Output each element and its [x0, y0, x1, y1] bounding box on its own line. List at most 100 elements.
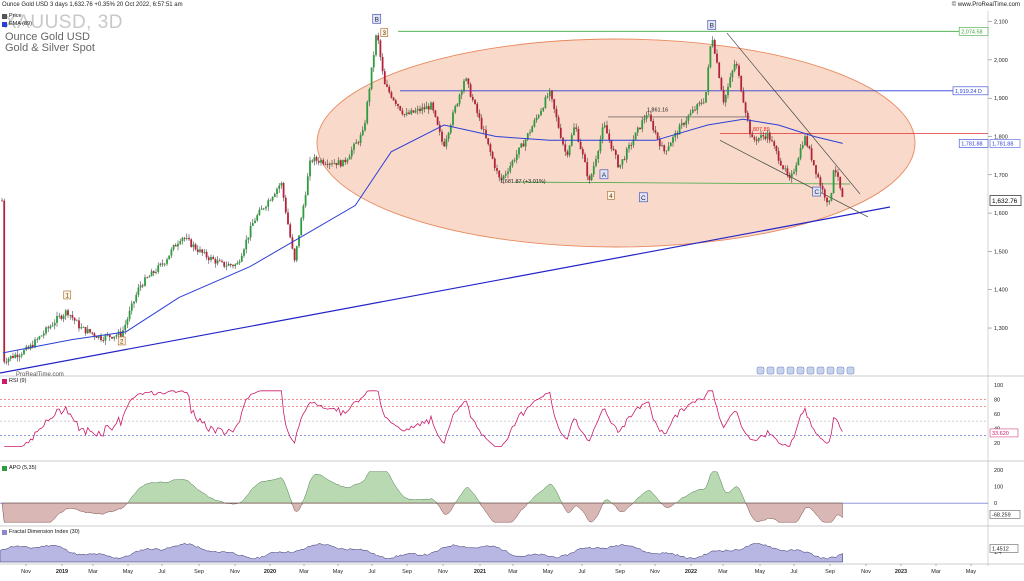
- wave-label-B: B: [375, 16, 379, 23]
- candle-body: [161, 263, 164, 265]
- candle-body: [280, 183, 283, 186]
- apo-pane-label[interactable]: APO (5,35): [2, 465, 37, 471]
- candle-body: [680, 123, 683, 126]
- wave-number-box: [63, 290, 72, 300]
- candle-body: [47, 327, 50, 329]
- price-y-tick-label: 1,500: [994, 249, 1008, 255]
- candle-body: [482, 128, 485, 130]
- candle-body: [339, 160, 342, 167]
- hline-label-box: [958, 27, 989, 36]
- candle-body: [548, 90, 551, 97]
- candle-body: [214, 259, 217, 264]
- candle-body: [559, 127, 562, 138]
- apo-last-box: [989, 510, 1021, 519]
- x-tick-label: Sep: [194, 569, 204, 575]
- candle-body: [700, 102, 703, 104]
- ema-line: [2, 118, 843, 354]
- candle-body: [529, 132, 531, 134]
- candle-body: [320, 160, 322, 163]
- candle-body: [837, 172, 839, 177]
- candle-body: [183, 237, 186, 239]
- candle-body: [311, 160, 314, 162]
- candle-body: [212, 256, 215, 260]
- candle-body: [95, 336, 98, 338]
- candle-body: [804, 136, 806, 146]
- candle-body: [152, 271, 155, 274]
- candle-body: [133, 301, 135, 304]
- candle-body: [729, 77, 732, 87]
- ema-swatch: [2, 21, 7, 27]
- fdi-pane-label[interactable]: Fractal Dimension Index (30): [2, 529, 80, 535]
- candle-body: [346, 159, 349, 163]
- candle-body: [386, 84, 388, 87]
- price-annotation: 1,807.89: [748, 127, 769, 133]
- candle-body: [531, 126, 534, 133]
- candle-body: [768, 132, 771, 141]
- candle-body: [221, 260, 223, 262]
- candle-body: [579, 141, 582, 149]
- candle-body: [504, 173, 507, 176]
- price-y-tick-label: 1,800: [994, 134, 1008, 140]
- candle-body: [716, 53, 718, 63]
- candle-body: [687, 115, 690, 121]
- candle-body: [45, 327, 47, 334]
- x-tick-label: Jul: [368, 569, 375, 575]
- candle-body: [828, 200, 831, 203]
- fdi-last-label: 1.4512: [992, 546, 1009, 552]
- candle-body: [496, 168, 498, 171]
- legend-ema[interactable]: EMA (89): [2, 20, 32, 28]
- candle-body: [304, 195, 307, 206]
- candle-body: [172, 245, 175, 250]
- candle-body: [56, 316, 58, 323]
- candle-body: [555, 109, 558, 118]
- candle-body: [348, 156, 351, 160]
- candle-body: [705, 91, 707, 103]
- candle-body: [104, 335, 107, 341]
- candle-body: [614, 150, 617, 155]
- candle-body: [601, 127, 604, 140]
- rsi-pane-label[interactable]: RSI (9): [2, 378, 26, 384]
- candle-body: [234, 264, 237, 267]
- legend-price[interactable]: Price: [2, 12, 32, 20]
- brand-label[interactable]: © www.ProRealTime.com: [951, 2, 1020, 8]
- candle-body: [188, 237, 190, 240]
- candle-body: [445, 138, 448, 147]
- candle-body: [537, 115, 540, 118]
- candle-body: [636, 127, 639, 133]
- fdi-area: [0, 542, 843, 563]
- x-tick-label: May: [543, 569, 554, 575]
- candle-body: [425, 106, 428, 110]
- candle-body: [656, 132, 659, 139]
- candle-body: [740, 75, 743, 92]
- candle-body: [390, 92, 393, 98]
- candle-body: [526, 133, 529, 140]
- candle-body: [185, 237, 188, 239]
- candle-body: [751, 134, 754, 138]
- rsi-title: RSI (9): [9, 378, 27, 384]
- drawing-tool-icon: [786, 366, 795, 375]
- x-tick-label: Sep: [825, 569, 835, 575]
- candle-body: [650, 114, 652, 121]
- candle-body: [823, 189, 826, 198]
- candle-body: [379, 40, 382, 57]
- candle-body: [269, 200, 272, 202]
- candle-body: [388, 86, 391, 93]
- wave-label-box: [707, 20, 717, 30]
- wave-label-A: A: [602, 172, 607, 179]
- candle-body: [137, 287, 140, 295]
- candle-body: [12, 355, 14, 358]
- candle-body: [192, 244, 195, 248]
- candle-body: [245, 239, 248, 250]
- candle-body: [414, 110, 417, 113]
- candle-body: [617, 154, 619, 168]
- x-tick-label: Nov: [861, 569, 871, 575]
- candle-body: [86, 329, 89, 334]
- price-y-tick-label: 1,300: [994, 326, 1008, 332]
- candle-body: [205, 251, 208, 258]
- drawing-tool-icon: [846, 366, 855, 375]
- rsi-y-label: 100: [994, 383, 1003, 389]
- candle-body: [150, 271, 153, 277]
- watermark: ProRealTime.com: [16, 372, 64, 378]
- candle-body: [489, 144, 492, 152]
